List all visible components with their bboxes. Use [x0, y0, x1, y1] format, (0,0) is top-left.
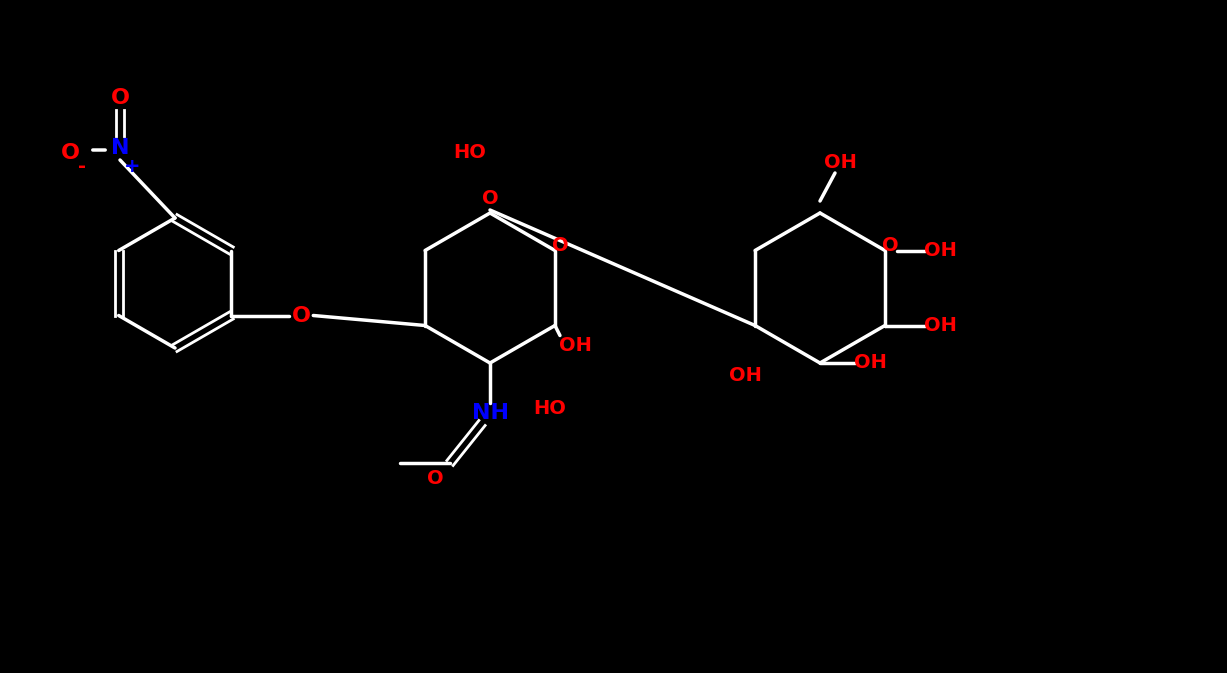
Text: OH: OH [924, 241, 956, 260]
Text: O: O [110, 88, 130, 108]
Text: O: O [60, 143, 80, 163]
Text: O: O [552, 236, 568, 255]
Text: NH: NH [471, 403, 508, 423]
Text: OH: OH [823, 153, 856, 172]
Text: +: + [124, 157, 140, 176]
Text: OH: OH [729, 366, 762, 385]
Text: O: O [882, 236, 898, 255]
Text: HO: HO [454, 143, 486, 162]
Text: N: N [110, 138, 129, 158]
Text: O: O [292, 306, 310, 326]
Text: OH: OH [558, 336, 591, 355]
Text: HO: HO [534, 398, 567, 417]
Text: O: O [482, 188, 498, 207]
Text: OH: OH [924, 316, 956, 335]
Text: O: O [427, 468, 443, 487]
Text: -: - [79, 157, 86, 176]
Text: OH: OH [854, 353, 886, 372]
